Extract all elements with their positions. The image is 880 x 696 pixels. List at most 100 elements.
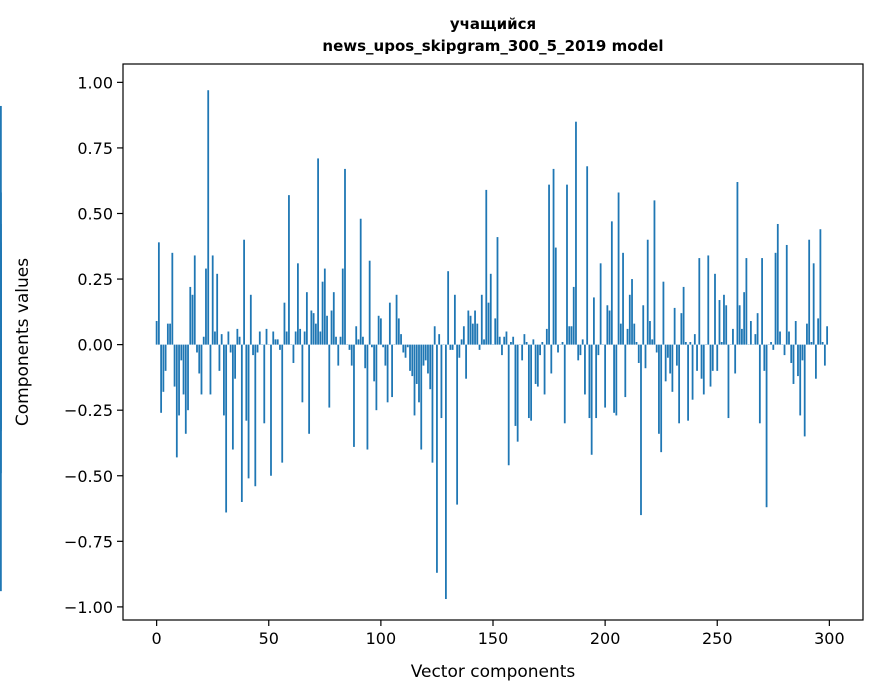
bar [227,331,230,345]
bar [613,344,615,413]
bar [570,326,573,345]
bar [231,344,234,450]
bar [294,331,297,345]
bar [460,339,463,345]
bar [776,223,779,345]
bar [575,121,577,345]
bar [270,344,272,476]
bar [476,323,479,345]
bar [801,344,804,361]
bar [447,271,450,345]
bar [234,344,237,379]
bar [350,344,353,366]
bar [765,344,768,508]
bar [631,279,633,345]
bar [281,344,284,463]
y-tick-label: −0.50 [64,467,113,486]
bar [0,339,2,345]
bar [626,328,629,345]
bar [779,331,781,345]
bar [667,344,669,358]
bar [720,342,723,345]
bar [514,344,517,426]
bar [202,336,205,345]
bar [772,344,775,350]
bar [339,336,342,345]
bar [420,344,423,450]
bar [285,331,288,345]
bar [545,328,548,345]
bar [790,344,793,363]
bar [431,344,434,463]
bar [599,263,602,345]
bar [501,344,503,356]
bar [563,344,566,424]
bar [725,305,728,345]
bar [723,294,725,345]
bar [474,310,476,345]
bar [160,344,163,413]
bar [797,344,799,377]
bar [256,344,259,353]
bar [321,281,324,345]
y-tick-label: 0.50 [77,204,113,223]
bar [397,318,400,345]
bar [326,315,328,345]
bar [236,328,239,345]
bar [709,344,712,387]
bar [377,315,380,345]
bar [675,344,678,366]
bar [783,344,786,356]
bar [489,273,492,345]
bar [317,158,319,345]
bar [344,168,346,345]
bar [568,326,571,345]
bar [785,244,788,345]
bar [173,344,176,387]
bar [664,344,667,382]
bar [651,339,654,345]
bar [384,344,387,366]
bar [164,344,167,371]
bar [554,247,557,345]
bar [424,344,427,361]
bar [198,344,201,374]
bar [415,344,418,384]
bar [536,344,539,387]
bar [732,328,734,345]
bar [216,273,219,345]
bar [810,342,813,345]
x-tick-label: 0 [152,629,162,648]
bar [357,339,360,345]
bar [530,344,533,421]
bar [758,344,761,424]
bar [406,344,409,348]
bar [359,218,362,345]
bar [301,344,304,403]
bar [749,321,752,345]
y-tick-label: −0.75 [64,532,113,551]
bar [209,344,212,395]
bar [191,294,194,345]
bar [738,305,741,345]
bar [348,344,351,350]
bar [794,321,797,345]
x-axis-ticks: 0 50 100 150 200 250 300 [152,620,845,648]
y-tick-label: −0.25 [64,401,113,420]
x-tick-label: 300 [814,629,845,648]
bar [332,292,335,345]
plot-frame [122,63,864,621]
bar [700,344,703,379]
bar [819,229,822,345]
bar [0,344,2,363]
bar [702,344,705,395]
bar [644,344,647,369]
chart-subtitle: news_upos_skipgram_300_5_2019 model [322,37,663,55]
bar [485,189,488,345]
bar [617,192,620,345]
bar [743,292,746,345]
bar [453,294,456,345]
bar [483,339,485,345]
bar [577,344,580,361]
bar [572,286,575,345]
